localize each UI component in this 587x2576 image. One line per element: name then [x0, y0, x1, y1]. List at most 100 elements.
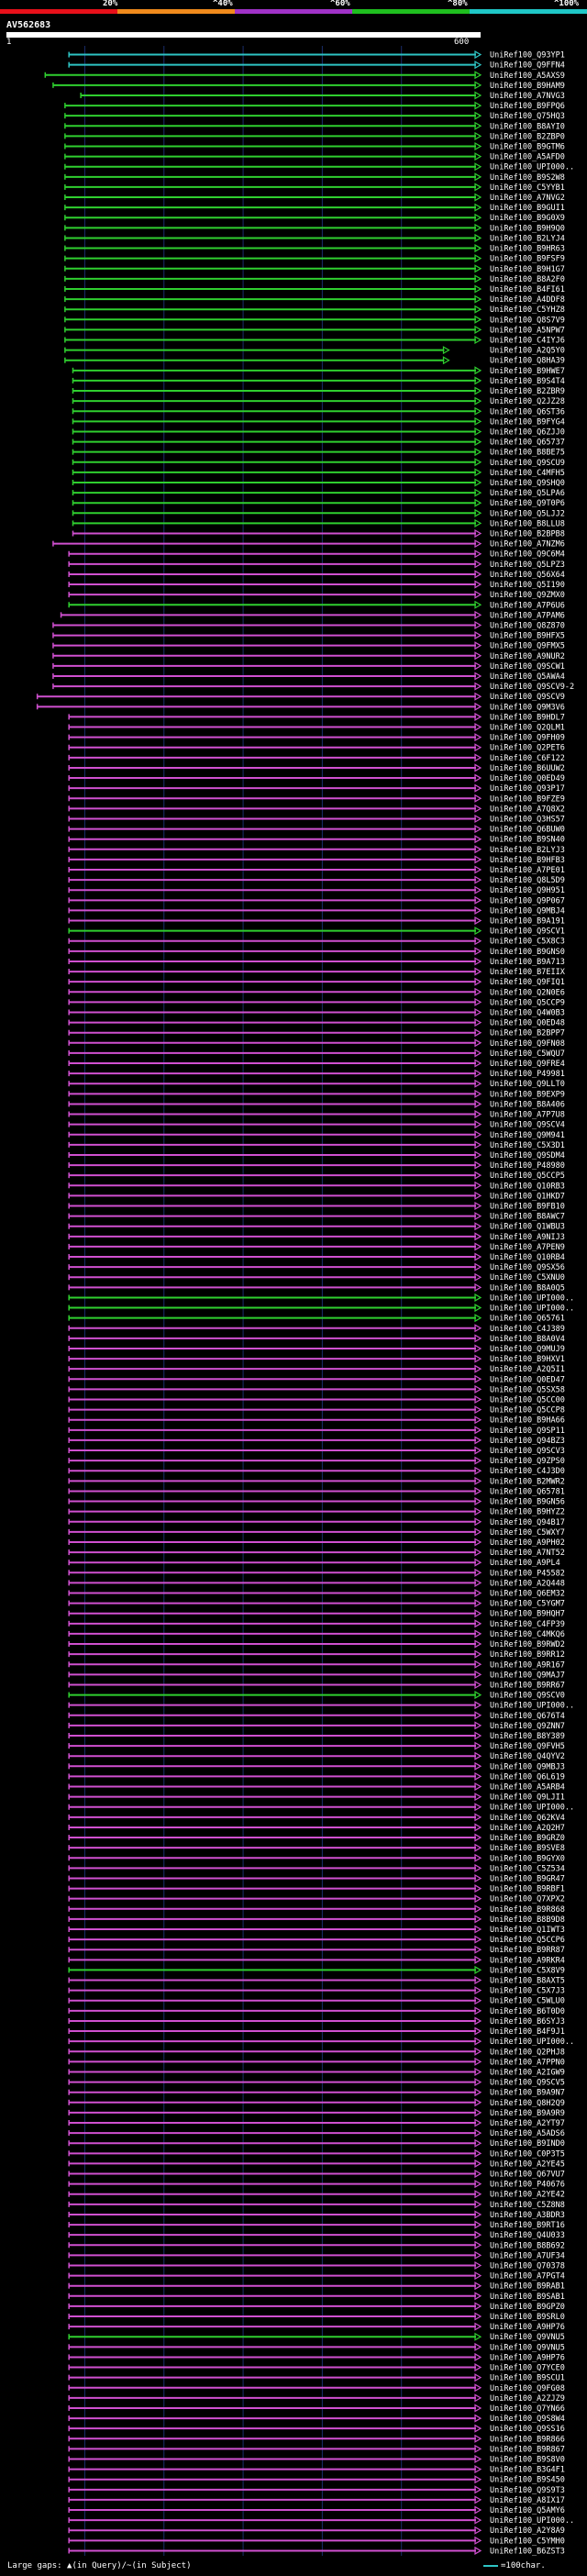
hit-row[interactable]: UniRef100_Q676T4 [68, 1711, 565, 1721]
hit-row[interactable]: UniRef100_B9HA66 [68, 1416, 565, 1426]
hit-row[interactable]: UniRef100_B9FZE9 [68, 794, 565, 804]
hit-label[interactable]: UniRef100_B6T0D0 [490, 2007, 565, 2016]
hit-label[interactable]: UniRef100_C5YHZ8 [490, 305, 565, 315]
hit-label[interactable]: UniRef100_B8AXT5 [490, 1977, 565, 1986]
hit-row[interactable]: UniRef100_A7NVG2 [64, 193, 565, 203]
hit-row[interactable]: UniRef100_C5X8V9 [68, 1965, 565, 1975]
hit-row[interactable]: UniRef100_B9RR67 [68, 1680, 565, 1690]
hit-row[interactable]: UniRef100_B8A0V4 [68, 1334, 565, 1344]
hit-row[interactable]: UniRef100_UPI000.. [68, 1304, 574, 1314]
hit-row[interactable]: UniRef100_Q5CCP6 [68, 1935, 565, 1945]
hit-label[interactable]: UniRef100_B9RR12 [490, 1650, 565, 1660]
hit-label[interactable]: UniRef100_Q676T4 [490, 1712, 565, 1721]
hit-row[interactable]: UniRef100_A7Q8X2 [68, 804, 565, 814]
hit-row[interactable]: UniRef100_Q56X64 [68, 570, 565, 580]
hit-row[interactable]: UniRef100_B9HFX5 [52, 631, 565, 641]
hit-label[interactable]: UniRef100_C5YYB1 [490, 183, 565, 193]
hit-row[interactable]: UniRef100_Q9SP11 [68, 1426, 565, 1436]
hit-label[interactable]: UniRef100_Q5CCP6 [490, 1936, 565, 1945]
hit-row[interactable]: UniRef100_B9HWE7 [72, 366, 565, 376]
hit-label[interactable]: UniRef100_C5Z8N8 [490, 2201, 565, 2210]
hit-row[interactable]: UniRef100_A2Q448 [68, 1578, 565, 1588]
hit-row[interactable]: UniRef100_C5Z534 [68, 1863, 565, 1873]
hit-label[interactable]: UniRef100_Q6ST36 [490, 407, 565, 416]
hit-label[interactable]: UniRef100_Q8H2Q9 [490, 2099, 565, 2108]
hit-label[interactable]: UniRef100_C4J389 [490, 1325, 565, 1334]
hit-label[interactable]: UniRef100_Q4U033 [490, 2231, 565, 2240]
hit-label[interactable]: UniRef100_B9A191 [490, 917, 565, 927]
hit-row[interactable]: UniRef100_A7PEN9 [68, 1242, 565, 1252]
hit-row[interactable]: UniRef100_B9HYZ2 [68, 1507, 565, 1517]
hit-row[interactable]: UniRef100_Q9P067 [68, 895, 565, 905]
hit-row[interactable]: UniRef100_C5XNU0 [68, 1272, 565, 1282]
hit-label[interactable]: UniRef100_B9FZE9 [490, 794, 565, 804]
hit-label[interactable]: UniRef100_C5X8V9 [490, 1966, 565, 1975]
hit-label[interactable]: UniRef100_B9FB10 [490, 1202, 565, 1211]
hit-label[interactable]: UniRef100_B9HQH7 [490, 1610, 565, 1619]
hit-row[interactable]: UniRef100_Q4QYV2 [68, 1751, 565, 1761]
hit-label[interactable]: UniRef100_C0P3T5 [490, 2149, 565, 2159]
hit-row[interactable]: UniRef100_A2Q5I1 [68, 1364, 565, 1374]
hit-label[interactable]: UniRef100_Q9SCV5 [490, 2079, 565, 2088]
hit-row[interactable]: UniRef100_B6UUW2 [68, 763, 565, 773]
hit-row[interactable]: UniRef100_A9HP76 [68, 2322, 565, 2332]
hit-label[interactable]: UniRef100_B9GUI1 [490, 204, 565, 213]
hit-label[interactable]: UniRef100_A7Q8X2 [490, 805, 565, 814]
hit-label[interactable]: UniRef100_A2YE42 [490, 2191, 565, 2200]
hit-label[interactable]: UniRef100_C5Z534 [490, 1864, 565, 1873]
hit-label[interactable]: UniRef100_Q93YP1 [490, 51, 565, 61]
hit-label[interactable]: UniRef100_Q8HA39 [490, 357, 565, 366]
hit-label[interactable]: UniRef100_Q9LLT0 [490, 1080, 565, 1089]
hit-label[interactable]: UniRef100_B9SN40 [490, 836, 565, 845]
hit-label[interactable]: UniRef100_Q6BUW0 [490, 826, 565, 835]
hit-row[interactable]: UniRef100_P40676 [68, 2180, 565, 2190]
hit-label[interactable]: UniRef100_Q9C6M4 [490, 550, 565, 560]
hit-row[interactable]: UniRef100_B9G0X9 [64, 213, 565, 223]
hit-row[interactable]: UniRef100_B9GYX0 [68, 1853, 565, 1863]
hit-label[interactable]: UniRef100_B2MWR2 [490, 1477, 565, 1486]
hit-row[interactable]: UniRef100_UPI000.. [68, 1803, 574, 1813]
hit-label[interactable]: UniRef100_Q9SCV0 [490, 1692, 565, 1701]
hit-label[interactable]: UniRef100_B9HR63 [490, 245, 565, 254]
hit-label[interactable]: UniRef100_B9G0X9 [490, 214, 565, 223]
hit-label[interactable]: UniRef100_Q65737 [490, 439, 565, 448]
hit-label[interactable]: UniRef100_Q9VNU5 [490, 2343, 565, 2352]
hit-row[interactable]: UniRef100_B9A713 [68, 957, 565, 967]
hit-label[interactable]: UniRef100_C6F122 [490, 754, 565, 763]
hit-label[interactable]: UniRef100_Q7YCE0 [490, 2364, 565, 2373]
hit-row[interactable]: UniRef100_P45582 [68, 1568, 565, 1578]
hit-row[interactable]: UniRef100_B9S450 [68, 2475, 565, 2485]
hit-label[interactable]: UniRef100_B9HAM9 [490, 82, 565, 91]
hit-row[interactable]: UniRef100_Q67VU7 [68, 2169, 565, 2180]
hit-label[interactable]: UniRef100_Q7XPX2 [490, 1895, 565, 1904]
hit-label[interactable]: UniRef100_Q5AMY6 [490, 2506, 565, 2515]
hit-row[interactable]: UniRef100_A4DDF8 [64, 294, 565, 305]
hit-row[interactable]: UniRef100_B6ZST3 [68, 2546, 565, 2556]
hit-row[interactable]: UniRef100_Q65761 [68, 1314, 565, 1324]
hit-row[interactable]: UniRef100_A9R167 [68, 1660, 565, 1670]
hit-label[interactable]: UniRef100_Q9FH09 [490, 734, 565, 743]
hit-row[interactable]: UniRef100_Q93YP1 [68, 50, 565, 61]
hit-label[interactable]: UniRef100_B8A406 [490, 1100, 565, 1109]
hit-label[interactable]: UniRef100_UPI000.. [490, 163, 574, 172]
hit-label[interactable]: UniRef100_A2Q5Y0 [490, 347, 565, 356]
hit-label[interactable]: UniRef100_C5X3D1 [490, 1141, 565, 1150]
hit-label[interactable]: UniRef100_C4MKQ6 [490, 1630, 565, 1639]
hit-row[interactable]: UniRef100_B8B692 [68, 2240, 565, 2250]
hit-label[interactable]: UniRef100_B9GYX0 [490, 1854, 565, 1863]
hit-label[interactable]: UniRef100_Q5LJJ2 [490, 509, 565, 518]
hit-label[interactable]: UniRef100_B9FPQ6 [490, 102, 565, 111]
hit-label[interactable]: UniRef100_B9FYG4 [490, 417, 565, 427]
hit-row[interactable]: UniRef100_B9R868 [68, 1904, 565, 1915]
hit-label[interactable]: UniRef100_Q1WBU3 [490, 1223, 565, 1232]
hit-row[interactable]: UniRef100_B8B9D8 [68, 1915, 565, 1925]
hit-row[interactable]: UniRef100_B4F9J1 [68, 2026, 565, 2037]
hit-row[interactable]: UniRef100_B3G4F1 [68, 2465, 565, 2475]
hit-label[interactable]: UniRef100_Q70378 [490, 2261, 565, 2271]
hit-row[interactable]: UniRef100_B9R867 [68, 2444, 565, 2454]
hit-row[interactable]: UniRef100_Q65737 [72, 438, 565, 448]
hit-row[interactable]: UniRef100_A3BDR3 [68, 2210, 565, 2220]
hit-row[interactable]: UniRef100_Q94BZ3 [68, 1436, 565, 1446]
hit-row[interactable]: UniRef100_A7PPN0 [68, 2057, 565, 2067]
hit-label[interactable]: UniRef100_Q0ED48 [490, 1019, 565, 1028]
